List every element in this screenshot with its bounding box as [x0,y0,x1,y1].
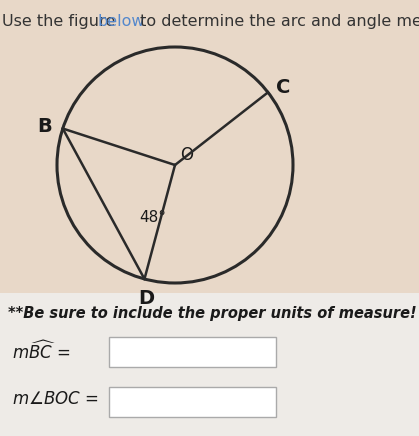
FancyBboxPatch shape [109,337,276,367]
Text: C: C [276,78,290,97]
Bar [0,295,419,436]
Text: below: below [97,14,145,29]
Text: to determine the arc and angle measures: to determine the arc and angle measures [135,14,419,29]
Text: B: B [37,117,52,136]
Text: **Be sure to include the proper units of measure!: **Be sure to include the proper units of… [8,306,416,321]
Text: D: D [138,290,155,309]
Text: Use the figure: Use the figure [2,14,120,29]
Text: O: O [181,146,194,164]
FancyBboxPatch shape [109,387,276,417]
Text: 48°: 48° [140,210,166,225]
Text: $m\widehat{BC}$ =: $m\widehat{BC}$ = [12,340,71,363]
Text: $m\angle BOC$ =: $m\angle BOC$ = [12,390,98,408]
Bar [0,293,419,436]
